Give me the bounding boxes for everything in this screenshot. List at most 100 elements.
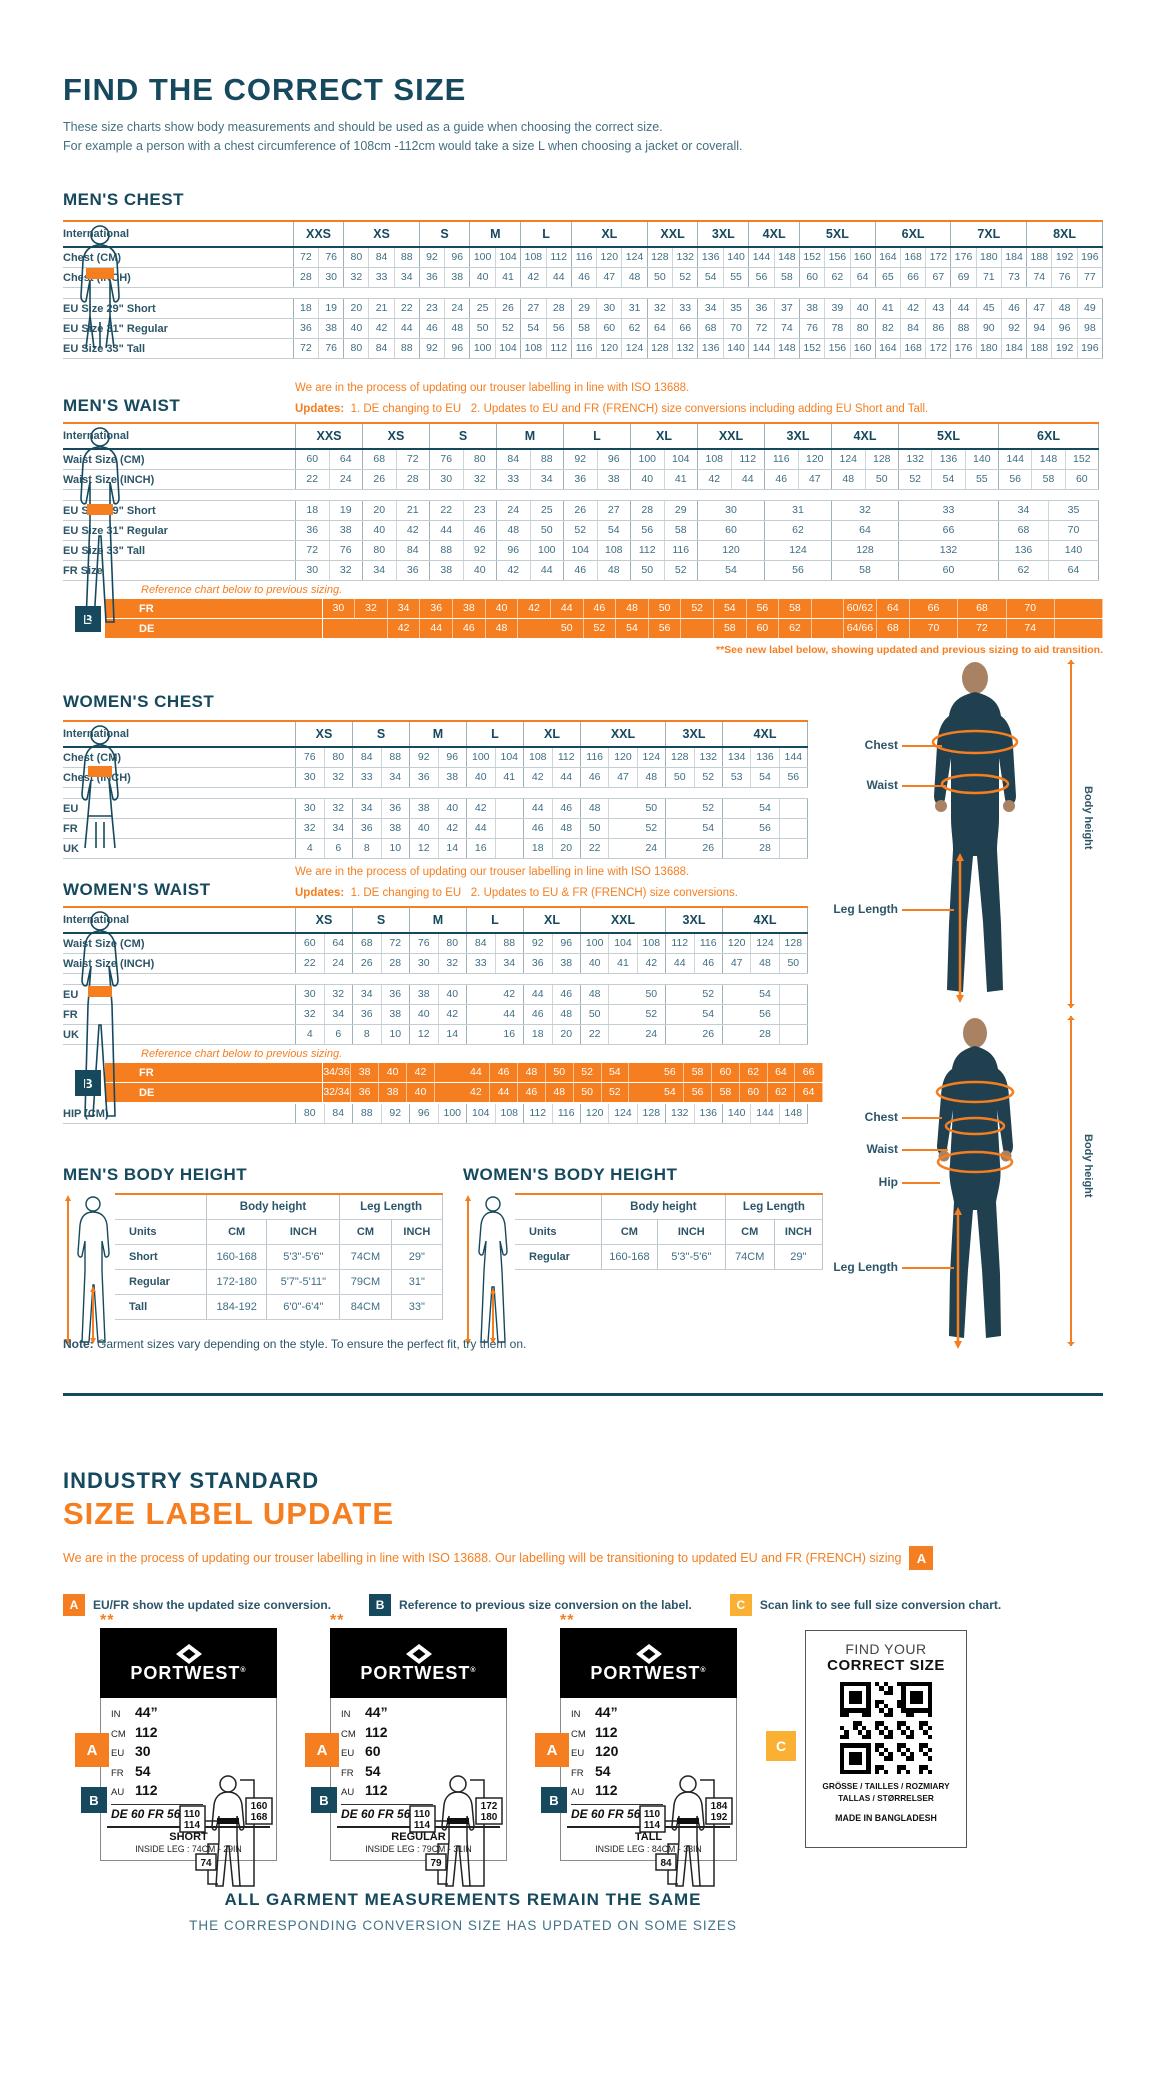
size-value: 156 [825,248,851,267]
size-cell: 136 140 [697,338,750,359]
size-value: 26 [353,954,382,973]
size-value: 66 [901,268,927,287]
size-value: 84 [353,748,382,767]
size-cell: 46 48 [583,599,649,619]
size-value: 128 [872,453,891,465]
size-value: 92 [1008,322,1020,334]
column-header-xxl: XXL [580,907,666,934]
size-value: 48 [497,521,531,540]
garment-note: Note: Garment sizes vary depending on th… [63,1337,527,1351]
row-label: FR [63,818,296,839]
badge-c-icon: C [729,1594,752,1616]
size-value: 20 [363,501,397,520]
size-value: 44 [430,521,464,540]
size-value: 72 [389,937,402,949]
size-value: 60 [1075,473,1088,485]
label-field: CM 112 [571,1723,618,1740]
size-value: 54 [702,1008,715,1020]
size-cell: 36 38 [352,1004,410,1025]
size-cell: 92 96 [409,747,467,768]
column-header-xs: XS [362,423,430,450]
female-silhouette [935,1018,1015,1349]
size-value: 20 [560,842,573,854]
row-label: EU Size 31" Regular [63,520,296,541]
size-value: 136 [932,450,966,469]
size-cell: 65 66 67 [875,267,952,288]
size-cell: 38 40 [429,560,497,581]
size-cell: 20 21 22 [343,298,420,319]
column-header-4xl: 4XL [722,721,808,748]
size-cell: 176 180 184 [950,338,1028,359]
table-row: Waist Size (INCH) 22 24 26 28 30 32 33 34 36 38 40 4… [63,953,808,974]
size-cell: 50 52 [665,767,723,788]
size-value: 60 [296,450,330,469]
size-value: 32 [446,957,459,969]
size-value: 184 [1005,342,1023,354]
row-label: FR [63,1004,296,1025]
badge-b-icon: B [311,1787,337,1813]
size-value: 47 [609,768,638,787]
size-value: 50 [645,988,658,1000]
size-value: 46 [420,319,446,338]
size-cell: 58 [778,599,844,619]
column-header-3xl: 3XL [665,721,723,748]
size-value: 128 [784,937,803,949]
size-value: 72 [749,319,775,338]
size-value: 176 [951,248,977,267]
womens-waist-note-line1: We are in the process of updating our tr… [295,866,690,878]
column-header-6xl: 6XL [875,221,952,248]
size-value: 48 [560,1008,573,1020]
size-value: 40 [410,819,439,838]
size-cell: 92 96 [563,449,631,470]
size-value: 80 [856,322,869,334]
size-value: 54 [702,822,715,834]
size-value: 50 [875,473,888,485]
size-cell: 30 32 [295,560,363,581]
section-title-mens-chest: MEN'S CHEST [63,190,184,209]
size-cell: 44 46 [489,1082,546,1103]
header-label: International [63,423,296,450]
svg-text:74: 74 [200,1858,212,1869]
size-value: 104 [564,541,598,560]
badge-b-icon: B [75,1070,101,1096]
table-row: FR 32 34 36 38 40 42 44 46 48 50 52 54 56 [63,1004,808,1025]
footer-lines: ALL GARMENT MEASUREMENTS REMAIN THE SAME… [63,1890,863,1933]
size-cell: 74CM [725,1244,775,1270]
size-value: 188 [1027,248,1053,267]
size-cell: 22 23 [429,500,497,521]
size-value: 14 [446,842,459,854]
size-cell: 42 44 [697,469,765,490]
size-cell: 26 28 [362,469,430,490]
size-value: 70 [730,322,742,334]
table-row: EU 30 32 34 36 38 40 42 44 46 48 50 52 54 [63,984,808,1005]
size-value: 67 [932,271,945,283]
size-cell: 64 [831,520,899,541]
size-cell: 38 40 [409,798,467,819]
size-label-card: ** PORTWEST® IN 44” CM 112 EU 120 FR 54 AU 112 DE 60… [535,1612,737,1887]
legend-row: A EU/FR show the updated size conversion… [63,1594,1103,1616]
size-value: 104 [671,453,690,465]
size-cell: 60 [697,520,765,541]
size-cell: 36 38 [419,267,471,288]
size-value: 68 [363,450,397,469]
group-header: Body height [206,1194,341,1220]
size-value: 36 [353,819,382,838]
size-value: 184 [1005,251,1023,263]
size-cell: 132 136 [665,1104,723,1124]
size-cell: 176 180 184 [950,247,1028,268]
size-value: 40 [410,1005,439,1024]
size-cell: 80 84 [295,1104,353,1124]
size-value: 80 [344,248,370,267]
size-cell: 38 40 [378,1082,435,1103]
size-cell: 44 45 46 [950,298,1028,319]
row-label: FR [105,599,323,619]
label-field: IN 44” [341,1704,388,1720]
size-value: 6 [335,1028,342,1040]
womens-waist-note-line2: Updates: 1. DE changing to EU 2. Updates… [295,886,738,899]
size-value: 140 [1064,544,1083,556]
size-value: 112 [666,934,695,953]
size-value: 58 [674,524,687,536]
mens-waist-note-line1: We are in the process of updating our tr… [295,382,690,394]
size-value: 18 [524,839,553,858]
